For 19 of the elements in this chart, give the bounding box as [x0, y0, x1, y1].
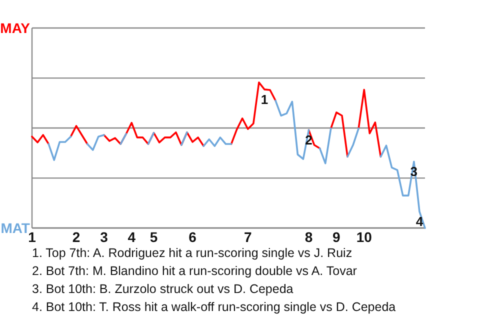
x-tick-label: 3 [100, 228, 108, 245]
annotation: 4 [416, 214, 424, 230]
text: 2. Bot 7th: M. Blandino hit a run-scoring double vs A. Tovar [32, 264, 357, 278]
x-tick-label: 7 [244, 228, 252, 245]
text: 1. Top 7th: A. Rodriguez hit a run-scoring single vs J. Ruiz [32, 246, 352, 260]
x-tick-label: 9 [332, 228, 341, 245]
text: 4. Bot 10th: T. Ross hit a walk-off run-scoring single vs D. Cepeda [32, 300, 396, 314]
x-tick-label: 8 [304, 228, 313, 245]
text: MAY [0, 20, 31, 36]
x-tick-label: 6 [188, 228, 197, 245]
text: 3. Bot 10th: B. Zurzolo struck out vs D. Cepeda [32, 282, 294, 296]
x-tick-label: 1 [28, 228, 36, 245]
text: MAT [0, 220, 30, 236]
x-tick-label: 10 [356, 228, 372, 245]
x-tick-label: 4 [128, 228, 136, 245]
annotation: 1 [260, 92, 268, 107]
annotation: 3 [410, 164, 418, 180]
x-tick-label: 5 [150, 228, 158, 245]
x-tick-label: 2 [72, 228, 80, 245]
